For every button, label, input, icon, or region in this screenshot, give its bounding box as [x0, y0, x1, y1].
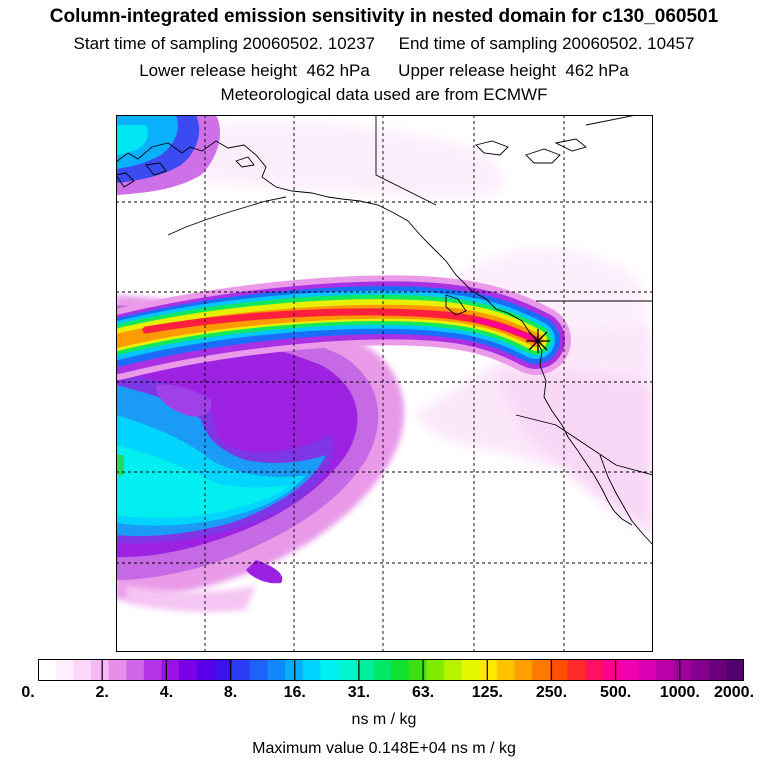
legend-color-cell [196, 659, 215, 681]
legend-color-cell [320, 659, 339, 681]
map-frame [116, 115, 653, 652]
legend-tick-label: 500. [600, 684, 632, 701]
legend-tick-label: 63. [411, 684, 435, 701]
legend-tick-label: 16. [283, 684, 306, 701]
legend-tick-label: 4. [159, 684, 174, 701]
legend-color-cell [232, 659, 251, 681]
maximum-value: Maximum value 0.148E+04 ns m / kg [252, 740, 516, 757]
legend-color-cell [90, 659, 109, 681]
northwest-plume [116, 115, 221, 195]
legend-color-cell [708, 659, 727, 681]
sampling-time-line: Start time of sampling 20060502. 10237 E… [73, 34, 695, 53]
legend-tick-label: 2000. [713, 684, 755, 701]
legend-tick-label: 31. [347, 684, 371, 701]
legend-tick-label: 2. [95, 684, 109, 701]
legend-color-cell [214, 659, 233, 681]
sensitivity-map [116, 115, 653, 652]
legend-color-cell [549, 659, 568, 681]
legend-color-cell [585, 659, 604, 681]
legend-color-cell [373, 659, 392, 681]
color-legend [38, 659, 744, 681]
legend-color-cell [391, 659, 410, 681]
legend-color-cell [532, 659, 551, 681]
legend-color-cell [143, 659, 162, 681]
legend-color-cell [567, 659, 586, 681]
legend-color-cell [126, 659, 145, 681]
page-title: Column-integrated emission sensitivity i… [49, 6, 719, 27]
legend-color-cell [55, 659, 74, 681]
release-height-line: Lower release height 462 hPa Upper relea… [139, 61, 629, 80]
legend-tick-label: 0. [21, 684, 35, 701]
meteorology-line: Meteorological data used are from ECMWF [220, 85, 548, 104]
legend-color-cell [179, 659, 198, 681]
legend-color-cell [161, 659, 180, 681]
legend-color-cell [426, 659, 445, 681]
legend-color-cell [38, 659, 57, 681]
legend-color-cell [338, 659, 357, 681]
legend-color-cell [638, 659, 657, 681]
receptor-star-marker [526, 329, 550, 353]
legend-color-cell [355, 659, 374, 681]
legend-color-cell [249, 659, 268, 681]
southern-plume [116, 295, 405, 613]
legend-tick-label: 250. [535, 684, 568, 701]
legend-color-cell [443, 659, 462, 681]
legend-color-cell [461, 659, 480, 681]
coastlines [116, 115, 653, 546]
legend-color-cell [73, 659, 92, 681]
legend-color-cell [408, 659, 427, 681]
legend-color-cell [514, 659, 533, 681]
legend-color-cell [285, 659, 304, 681]
legend-color-cell [267, 659, 286, 681]
legend-units: ns m / kg [351, 711, 417, 728]
legend-color-cell [620, 659, 639, 681]
legend-color-cell [673, 659, 692, 681]
legend-tick-label: 125. [471, 684, 503, 701]
legend-color-cell [108, 659, 127, 681]
legend-color-cell [479, 659, 498, 681]
legend-color-cell [691, 659, 710, 681]
legend-color-cell [302, 659, 321, 681]
legend-color-cell [655, 659, 674, 681]
legend-tick-label: 1000. [659, 684, 700, 701]
legend-color-cell [602, 659, 621, 681]
legend-tick-labels: 0. 2. 4. 8. 16. 31. 63. 125. 250. 500. 1000. 2000. [0, 684, 768, 706]
legend-tick-label: 8. [223, 684, 238, 701]
legend-frame [38, 659, 744, 681]
legend-color-cell [726, 659, 744, 681]
trajectory-band [116, 275, 571, 380]
legend-color-cell [496, 659, 515, 681]
